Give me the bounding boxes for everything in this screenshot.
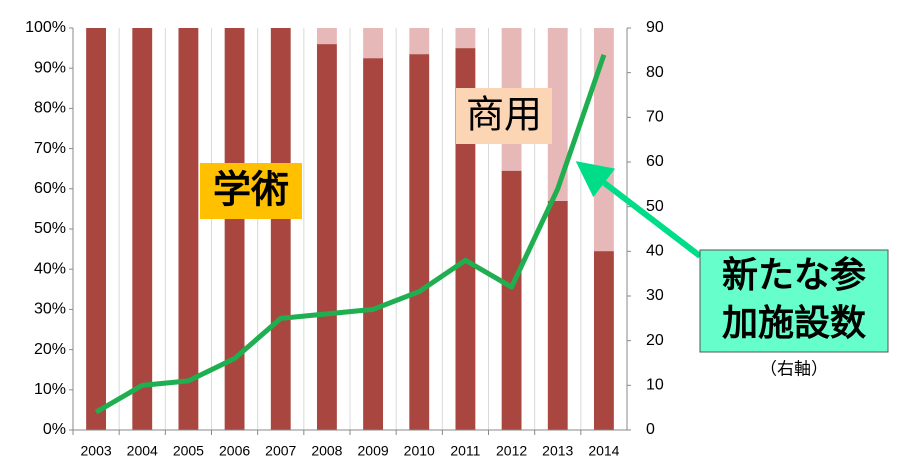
y-tick-label: 40% (34, 260, 66, 277)
annotation: （右軸） (760, 359, 828, 378)
bar-segment (363, 58, 384, 431)
bar-segment (593, 251, 614, 430)
y2-tick-label: 0 (646, 421, 655, 438)
bar-segment (270, 28, 291, 430)
annotation-box (456, 88, 552, 144)
y-tick-label: 70% (34, 140, 66, 157)
bar-segment (501, 170, 522, 430)
bar-segment (409, 54, 430, 430)
y2-tick-label: 30 (646, 287, 664, 304)
x-tick-label: 2004 (127, 443, 158, 459)
y2-tick-label: 20 (646, 332, 664, 349)
y2-tick-label: 10 (646, 377, 664, 394)
x-tick-label: 2013 (542, 443, 573, 459)
line-series (94, 53, 607, 415)
annotation: 学術 (213, 168, 289, 212)
y-tick-label: 10% (34, 381, 66, 398)
annotation: 加施設数 (722, 303, 866, 344)
y2-tick-label: 50 (646, 198, 664, 215)
annotation-arrow (575, 161, 702, 259)
y-tick-label: 20% (34, 341, 66, 358)
bar-segment (547, 28, 568, 201)
x-tick-label: 2003 (81, 443, 112, 459)
x-tick-label: 2009 (358, 443, 389, 459)
bar-segment (409, 28, 430, 55)
y-tick-label: 80% (34, 100, 66, 117)
x-tick-label: 2006 (219, 443, 250, 459)
y2-tick-label: 90 (646, 19, 664, 36)
y-tick-label: 60% (34, 180, 66, 197)
bar-segment (363, 28, 384, 59)
bar-segment (86, 28, 107, 430)
y-tick-label: 0% (43, 421, 66, 438)
bar-segment (132, 28, 153, 430)
bar-segment (316, 28, 337, 45)
x-tick-label: 2007 (265, 443, 296, 459)
annotation: 商用 (466, 93, 542, 137)
x-tick-label: 2012 (496, 443, 527, 459)
y2-tick-label: 40 (646, 243, 664, 260)
bar-segment (316, 44, 337, 430)
y2-tick-label: 80 (646, 64, 664, 81)
bar-segment (178, 28, 199, 430)
y2-tick-label: 70 (646, 109, 664, 126)
annotation-box (200, 163, 302, 219)
bar-segment (455, 28, 476, 49)
x-tick-label: 2008 (311, 443, 342, 459)
y2-tick-label: 60 (646, 153, 664, 170)
x-tick-label: 2014 (588, 443, 619, 459)
annotation-box (699, 249, 889, 353)
bar-segment (224, 28, 245, 430)
x-tick-label: 2005 (173, 443, 204, 459)
y-tick-label: 90% (34, 59, 66, 76)
annotation: 新たな参 (722, 255, 866, 296)
x-tick-label: 2011 (450, 443, 480, 459)
y-tick-label: 50% (34, 220, 66, 237)
y-tick-label: 30% (34, 301, 66, 318)
x-tick-label: 2010 (404, 443, 435, 459)
y-tick-label: 100% (25, 19, 66, 36)
bar-segment (547, 200, 568, 430)
